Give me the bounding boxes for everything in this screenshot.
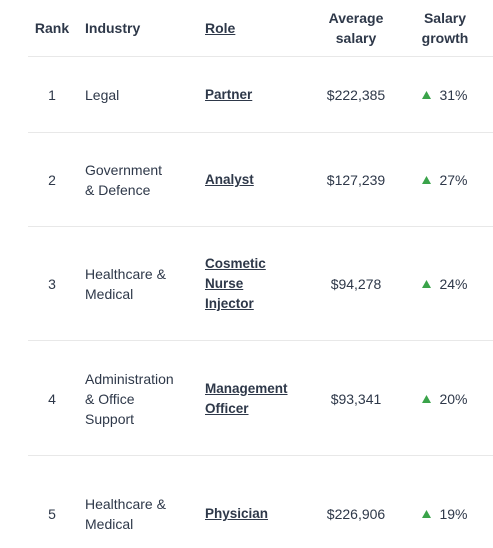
salary-growth-cell: 31% bbox=[412, 85, 478, 105]
salary-growth-cell: 20% bbox=[412, 389, 478, 409]
table-row: 4 Administration & Office Support Manageme… bbox=[28, 340, 493, 456]
industry: Healthcare & Medical bbox=[85, 266, 166, 302]
table-row: 1 Legal Partner $222,385 31% bbox=[28, 56, 493, 133]
rank: 3 bbox=[48, 276, 56, 292]
salary-growth: 31% bbox=[439, 87, 468, 103]
role[interactable]: Management Officer bbox=[205, 380, 288, 416]
salary-growth: 20% bbox=[439, 390, 468, 407]
rank: 4 bbox=[48, 390, 56, 407]
rank: 1 bbox=[48, 87, 56, 103]
salary-growth: 24% bbox=[439, 276, 468, 292]
role[interactable]: Analyst bbox=[205, 172, 254, 187]
header-average-salary: Average salary bbox=[328, 10, 384, 46]
average-salary: $94,278 bbox=[330, 276, 382, 292]
salary-growth: 27% bbox=[439, 172, 468, 188]
industry: Healthcare & Medical bbox=[85, 496, 166, 532]
average-salary: $226,906 bbox=[326, 506, 386, 522]
table-row: 2 Government & Defence Analyst $127,239 27% bbox=[28, 132, 493, 227]
role[interactable]: Physician bbox=[205, 506, 269, 521]
header-row: Rank Industry Role Average salary Salary gro… bbox=[0, 0, 493, 56]
rank: 5 bbox=[48, 506, 56, 522]
header-salary-growth: Salary growth bbox=[421, 10, 469, 46]
up-arrow bbox=[422, 280, 432, 288]
table-row: 3 Healthcare & Medical Cosmetic Nurse Inje… bbox=[28, 226, 493, 341]
up-arrow bbox=[422, 91, 432, 99]
salary-growth-cell: 19% bbox=[412, 504, 478, 524]
salary-growth-cell: 24% bbox=[412, 274, 478, 294]
average-salary: $127,239 bbox=[326, 172, 386, 188]
average-salary: $93,341 bbox=[330, 390, 382, 407]
industry: Administration & Office Support bbox=[85, 370, 174, 427]
role[interactable]: Partner bbox=[205, 87, 253, 102]
industry: Legal bbox=[85, 87, 120, 103]
header-role: Role bbox=[205, 20, 236, 36]
rank: 2 bbox=[48, 172, 56, 188]
up-arrow bbox=[422, 176, 432, 184]
salary-growth: 19% bbox=[439, 506, 468, 522]
average-salary: $222,385 bbox=[326, 87, 386, 103]
up-arrow bbox=[422, 394, 432, 403]
industry: Government & Defence bbox=[85, 162, 163, 198]
role[interactable]: Cosmetic Nurse Injector bbox=[205, 256, 266, 311]
table-row: 5 Healthcare & Medical Physician $226,906 19… bbox=[28, 455, 493, 548]
salary-growth-cell: 27% bbox=[412, 170, 478, 190]
header-industry: Industry bbox=[85, 20, 141, 36]
up-arrow bbox=[422, 510, 432, 518]
header-rank: Rank bbox=[34, 20, 70, 36]
